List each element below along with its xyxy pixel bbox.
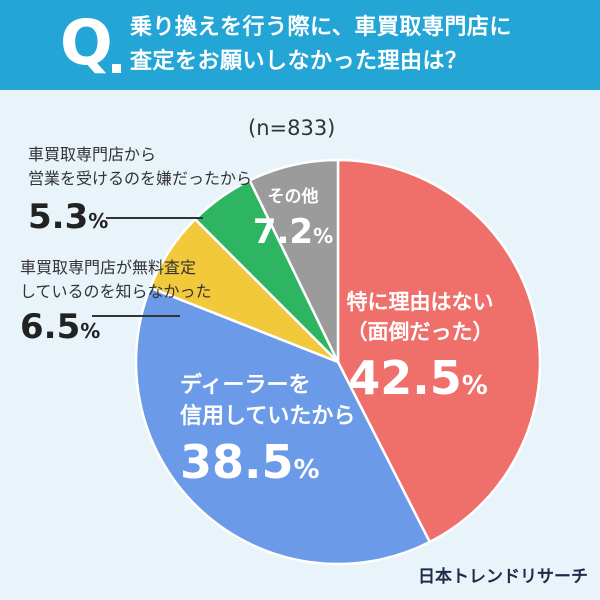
question-line-1: 乗り換えを行う際に、車買取専門店に xyxy=(130,15,512,40)
slice-other xyxy=(248,158,340,363)
slice-value-dislike-sales: 5.3% xyxy=(28,197,108,237)
slice-label-dislike-sales-2: 営業を受けるのを嫌だったから xyxy=(28,169,252,188)
slice-value-other: 7.2% xyxy=(253,212,333,252)
q-letter: Q xyxy=(60,6,113,79)
slice-no-reason xyxy=(336,158,542,544)
slice-label-other: その他 xyxy=(268,186,319,207)
sample-size-note: (n=833) xyxy=(248,116,336,140)
q-mark-icon: Q xyxy=(56,8,124,80)
slice-trust-dealer xyxy=(134,286,432,566)
question-title: 乗り換えを行う際に、車買取専門店に 査定をお願いしなかった理由は？ xyxy=(130,11,570,79)
slice-label-trust-dealer-2: 信用していたから xyxy=(180,403,355,429)
slice-label-no-reason-1: 特に理由はない xyxy=(347,290,494,314)
slice-label-no-reason-2: （面倒だった） xyxy=(347,320,494,344)
credit-logo: 日本トレンドリサーチ xyxy=(418,567,588,587)
slice-label-unaware-free-1: 車買取専門店が無料査定 xyxy=(20,258,196,277)
question-line-2: 査定をお願いしなかった理由は？ xyxy=(130,49,468,74)
slice-label-trust-dealer-1: ディーラーを xyxy=(180,372,310,398)
slice-label-dislike-sales-1: 車買取専門店から xyxy=(28,145,156,164)
slice-value-unaware-free: 6.5% xyxy=(20,307,100,347)
question-header: Q 乗り換えを行う際に、車買取専門店に 査定をお願いしなかった理由は？ xyxy=(0,0,600,90)
slice-value-trust-dealer: 38.5% xyxy=(180,435,320,489)
slice-label-unaware-free-2: しているのを知らなかった xyxy=(20,282,212,301)
slice-value-no-reason: 42.5% xyxy=(348,351,488,405)
q-dot-icon xyxy=(112,64,121,73)
